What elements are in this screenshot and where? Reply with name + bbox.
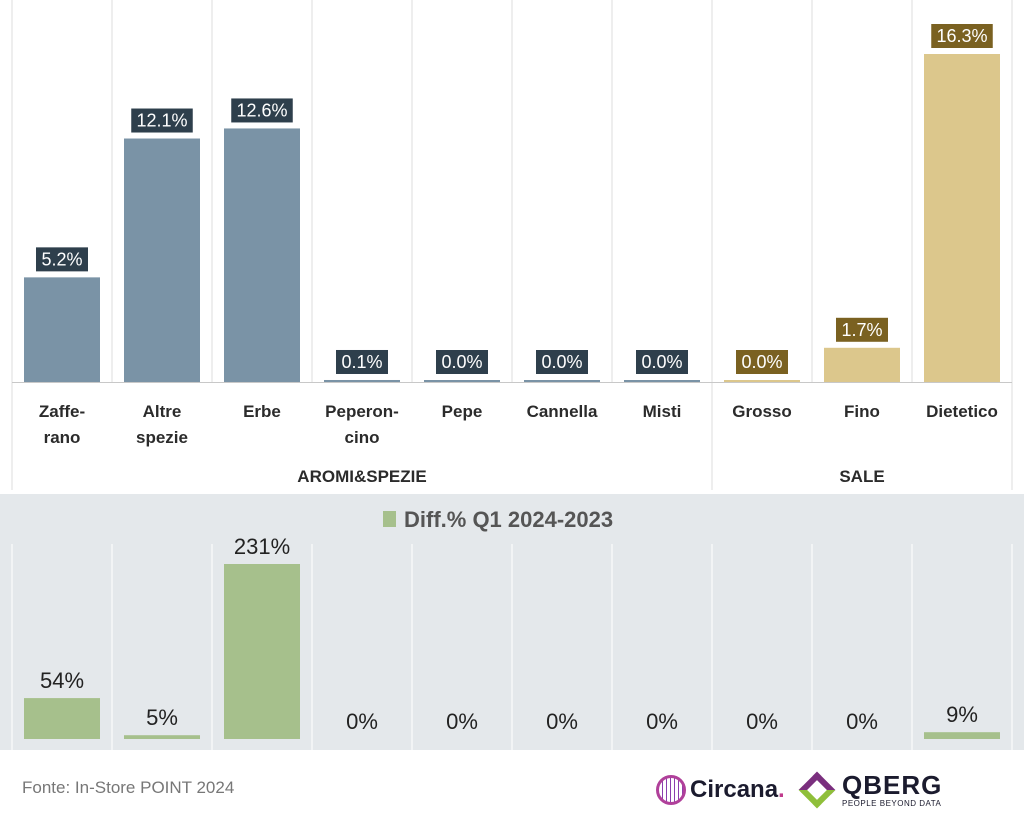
data-label-background [336,349,388,374]
x-tick-label: Misti [643,402,682,421]
qberg-logo: QBERG PEOPLE BEYOND DATA [798,768,942,812]
bar [724,380,800,382]
x-tick-label: Cannella [527,402,598,421]
data-label-background [931,24,993,48]
qberg-tagline: PEOPLE BEYOND DATA [842,799,942,808]
bar [324,379,400,382]
source-note: Fonte: In-Store POINT 2024 [22,778,235,797]
x-tick-label: rano [44,428,81,447]
diff-data-label: 0% [646,709,678,734]
x-tick-label: Grosso [732,402,792,421]
legend-label: Diff.% Q1 2024-2023 [404,507,613,532]
data-label-background [736,350,788,374]
data-label: 0.0% [541,352,582,372]
bar [524,380,600,382]
qberg-wordmark: QBERG [842,770,943,800]
qberg-logo-icon [798,771,836,809]
legend-swatch [383,511,396,527]
diff-bar [124,735,200,739]
x-tick-label: spezie [136,428,188,447]
data-label-background [636,350,688,374]
diff-data-label: 0% [446,709,478,734]
diff-data-label: 9% [946,702,978,727]
diff-bar [924,732,1000,739]
data-label-background [836,317,888,342]
circana-logo: Circana. [656,770,785,810]
data-label-background [131,108,193,133]
circana-wordmark: Circana. [690,776,785,803]
bar [624,380,700,382]
bar [424,380,500,382]
diff-data-label: 0% [546,709,578,734]
x-tick-label: Erbe [243,402,281,421]
diff-data-label: 0% [746,709,778,734]
diff-data-label: 0% [346,709,378,734]
chart: 5.2% Zaffe-rano 12.1% Altre spezie 12.6% Erbe 0… [0,0,1024,750]
x-tick-label: Zaffe- [39,402,85,421]
data-label: 12.1% [136,111,187,131]
x-tick-label: Altre [143,402,182,421]
diff-data-label: 5% [146,705,178,730]
diff-data-label: 0% [846,709,878,734]
data-label-background [536,350,588,374]
data-label: 0.1% [341,352,382,372]
bar [24,277,100,382]
data-label: 0.0% [741,352,782,372]
data-label: 16.3% [936,26,987,46]
diff-data-label: 231% [234,534,290,559]
data-label-background [436,350,488,374]
group-label: AROMI&SPEZIE [297,467,426,486]
circana-logo-icon [656,775,686,805]
data-label: 12.6% [236,100,287,120]
diff-bar [224,564,300,739]
data-label: 1.7% [841,320,882,340]
data-label: 5.2% [41,249,82,269]
diff-bar [24,698,100,739]
bar [224,128,300,382]
diff-data-label: 54% [40,668,84,693]
x-tick-label: cino [345,428,380,447]
bar [124,138,200,382]
group-label: SALE [839,467,884,486]
x-tick-label: Dietetico [926,402,998,421]
data-label: 0.0% [441,352,482,372]
data-label: 0.0% [641,352,682,372]
bar [924,54,1000,382]
data-label-background [36,247,88,272]
x-tick-label: Peperon- [325,402,399,421]
x-tick-label: Pepe [442,402,483,421]
bar [824,347,900,382]
x-tick-label: Fino [844,402,880,421]
data-label-background [231,98,293,123]
